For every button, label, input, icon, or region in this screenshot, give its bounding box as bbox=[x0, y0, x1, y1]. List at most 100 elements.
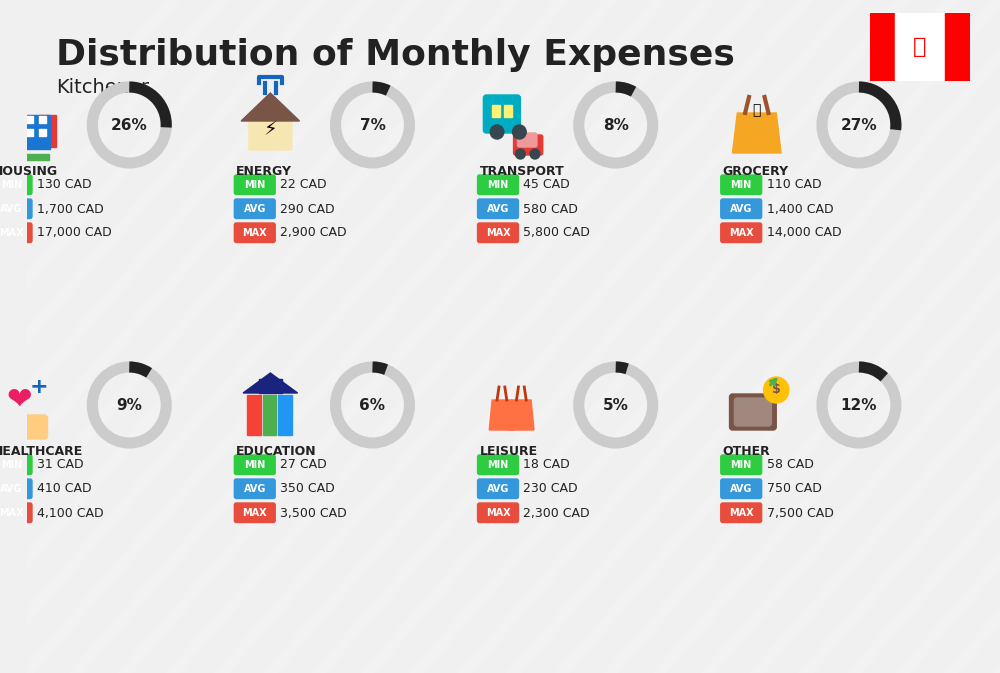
FancyBboxPatch shape bbox=[3, 116, 10, 123]
Text: AVG: AVG bbox=[730, 204, 752, 214]
Text: 🍁: 🍁 bbox=[913, 37, 927, 57]
Text: MAX: MAX bbox=[729, 508, 754, 518]
Text: MIN: MIN bbox=[487, 180, 509, 190]
Text: MAX: MAX bbox=[0, 508, 24, 518]
Text: MIN: MIN bbox=[244, 460, 265, 470]
FancyBboxPatch shape bbox=[15, 116, 22, 123]
FancyBboxPatch shape bbox=[721, 199, 762, 219]
Polygon shape bbox=[509, 400, 534, 430]
Text: MAX: MAX bbox=[486, 508, 510, 518]
Text: OTHER: OTHER bbox=[723, 445, 770, 458]
Text: 18 CAD: 18 CAD bbox=[523, 458, 570, 472]
Text: AVG: AVG bbox=[487, 484, 509, 494]
Text: 5%: 5% bbox=[603, 398, 629, 413]
FancyBboxPatch shape bbox=[478, 175, 518, 194]
FancyBboxPatch shape bbox=[492, 105, 500, 117]
Circle shape bbox=[530, 149, 540, 159]
FancyBboxPatch shape bbox=[234, 175, 275, 194]
Polygon shape bbox=[243, 373, 298, 393]
Text: 14,000 CAD: 14,000 CAD bbox=[767, 227, 841, 240]
FancyBboxPatch shape bbox=[39, 116, 46, 123]
Bar bbox=[945, 13, 970, 81]
Text: 350 CAD: 350 CAD bbox=[280, 483, 335, 495]
Text: AVG: AVG bbox=[730, 484, 752, 494]
Text: AVG: AVG bbox=[0, 484, 23, 494]
Circle shape bbox=[516, 149, 525, 159]
Text: 230 CAD: 230 CAD bbox=[523, 483, 578, 495]
Text: $: $ bbox=[772, 384, 781, 396]
Text: AVG: AVG bbox=[244, 204, 266, 214]
Text: 22 CAD: 22 CAD bbox=[280, 178, 327, 192]
Text: TRANSPORT: TRANSPORT bbox=[480, 165, 564, 178]
Text: 45 CAD: 45 CAD bbox=[523, 178, 570, 192]
Text: 2,300 CAD: 2,300 CAD bbox=[523, 507, 590, 520]
FancyBboxPatch shape bbox=[234, 455, 275, 474]
FancyBboxPatch shape bbox=[278, 395, 292, 435]
Text: AVG: AVG bbox=[244, 484, 266, 494]
FancyBboxPatch shape bbox=[478, 503, 518, 522]
Bar bbox=[895, 13, 945, 81]
Text: 1,400 CAD: 1,400 CAD bbox=[767, 203, 833, 215]
Text: HOUSING: HOUSING bbox=[0, 165, 58, 178]
FancyBboxPatch shape bbox=[0, 479, 32, 499]
FancyBboxPatch shape bbox=[730, 394, 776, 430]
Text: 580 CAD: 580 CAD bbox=[523, 203, 578, 215]
Circle shape bbox=[513, 125, 526, 139]
Text: MAX: MAX bbox=[486, 228, 510, 238]
Text: 3,500 CAD: 3,500 CAD bbox=[280, 507, 347, 520]
FancyBboxPatch shape bbox=[478, 199, 518, 219]
FancyBboxPatch shape bbox=[721, 175, 762, 194]
Text: ⚡: ⚡ bbox=[263, 120, 277, 139]
Text: LEISURE: LEISURE bbox=[480, 445, 538, 458]
FancyBboxPatch shape bbox=[15, 129, 22, 136]
Text: 58 CAD: 58 CAD bbox=[767, 458, 813, 472]
Text: EDUCATION: EDUCATION bbox=[236, 445, 317, 458]
FancyBboxPatch shape bbox=[721, 455, 762, 474]
Text: 130 CAD: 130 CAD bbox=[37, 178, 91, 192]
Text: AVG: AVG bbox=[487, 204, 509, 214]
Text: 8%: 8% bbox=[603, 118, 629, 133]
FancyBboxPatch shape bbox=[478, 479, 518, 499]
Text: MIN: MIN bbox=[731, 180, 752, 190]
FancyBboxPatch shape bbox=[26, 116, 33, 123]
Text: MAX: MAX bbox=[0, 228, 24, 238]
FancyBboxPatch shape bbox=[517, 133, 537, 147]
Text: 410 CAD: 410 CAD bbox=[37, 483, 91, 495]
Text: 🥦: 🥦 bbox=[753, 103, 761, 117]
Text: 27%: 27% bbox=[841, 118, 877, 133]
FancyBboxPatch shape bbox=[39, 115, 56, 147]
FancyBboxPatch shape bbox=[721, 503, 762, 522]
Text: 17,000 CAD: 17,000 CAD bbox=[37, 227, 112, 240]
FancyBboxPatch shape bbox=[234, 479, 275, 499]
Circle shape bbox=[764, 377, 789, 403]
Text: AVG: AVG bbox=[0, 204, 23, 214]
Polygon shape bbox=[243, 95, 298, 150]
Text: ❤: ❤ bbox=[7, 386, 32, 415]
Circle shape bbox=[490, 125, 504, 139]
FancyBboxPatch shape bbox=[39, 129, 46, 136]
Text: 31 CAD: 31 CAD bbox=[37, 458, 83, 472]
Text: ENERGY: ENERGY bbox=[236, 165, 292, 178]
Text: 7,500 CAD: 7,500 CAD bbox=[767, 507, 833, 520]
Text: 5,800 CAD: 5,800 CAD bbox=[523, 227, 590, 240]
Polygon shape bbox=[241, 93, 300, 121]
Text: HEALTHCARE: HEALTHCARE bbox=[0, 445, 83, 458]
Text: 27 CAD: 27 CAD bbox=[280, 458, 327, 472]
Text: 110 CAD: 110 CAD bbox=[767, 178, 821, 192]
FancyBboxPatch shape bbox=[247, 395, 261, 435]
FancyBboxPatch shape bbox=[721, 479, 762, 499]
Text: 4,100 CAD: 4,100 CAD bbox=[37, 507, 103, 520]
Text: MIN: MIN bbox=[731, 460, 752, 470]
Text: 2,900 CAD: 2,900 CAD bbox=[280, 227, 347, 240]
FancyBboxPatch shape bbox=[0, 199, 32, 219]
Text: 12%: 12% bbox=[841, 398, 877, 413]
Text: MIN: MIN bbox=[244, 180, 265, 190]
FancyBboxPatch shape bbox=[3, 142, 10, 149]
FancyBboxPatch shape bbox=[15, 142, 22, 149]
Text: MIN: MIN bbox=[1, 460, 22, 470]
Text: 6%: 6% bbox=[359, 398, 385, 413]
Text: MAX: MAX bbox=[729, 228, 754, 238]
FancyBboxPatch shape bbox=[478, 223, 518, 242]
Text: MAX: MAX bbox=[242, 228, 267, 238]
FancyBboxPatch shape bbox=[234, 503, 275, 522]
